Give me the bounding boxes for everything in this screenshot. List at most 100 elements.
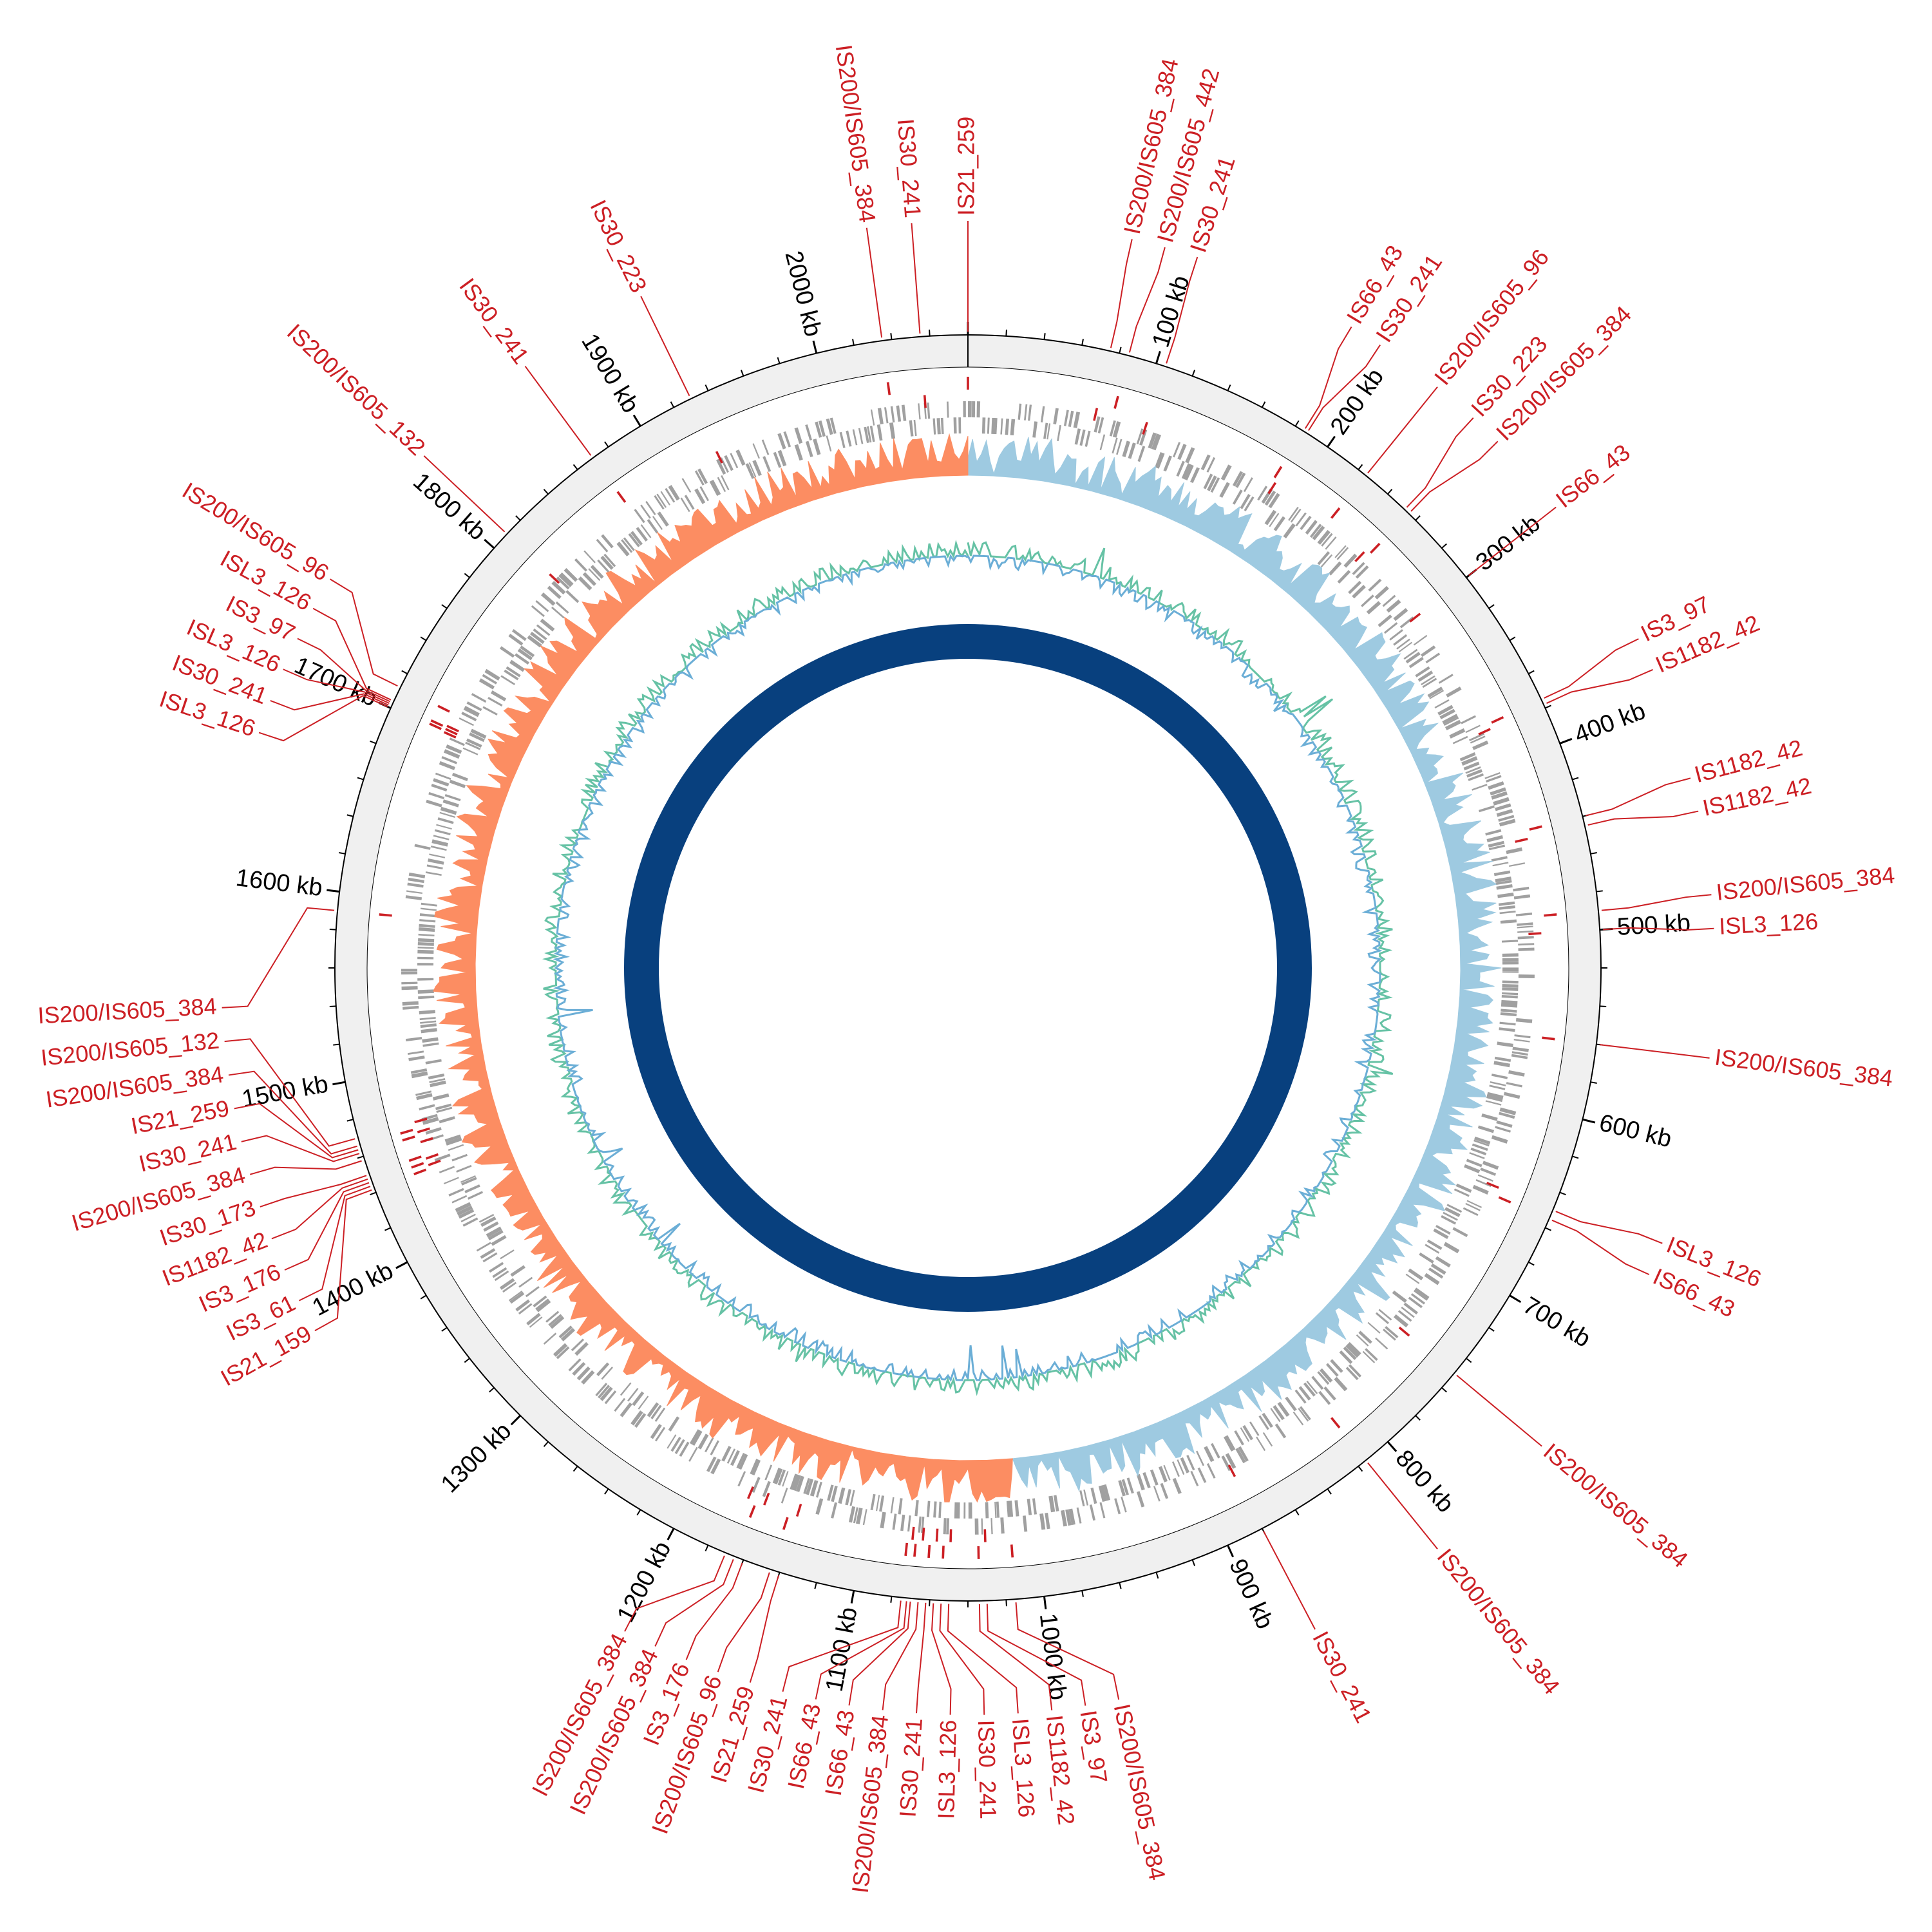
gene-block [737, 1471, 746, 1487]
gene-block [638, 1396, 649, 1410]
is-label-leader [1128, 247, 1166, 353]
gene-block [1305, 520, 1318, 535]
scale-tick [346, 1119, 354, 1122]
gene-block [417, 946, 434, 949]
gene-block [1099, 434, 1106, 451]
gene-block [1053, 408, 1059, 425]
gene-block [777, 450, 787, 467]
gene-block [1136, 428, 1144, 444]
gene-block [419, 1017, 436, 1021]
gene-block [724, 455, 734, 471]
scale-tick [1590, 1081, 1597, 1084]
gene-block [1511, 1054, 1528, 1059]
gene-block [1225, 1453, 1236, 1469]
is-label-leader [1367, 386, 1438, 474]
scale-tick [705, 384, 709, 392]
is-element-mark [1273, 466, 1283, 478]
gene-block [603, 553, 616, 567]
gene-block [884, 407, 889, 424]
gene-block [408, 877, 424, 884]
gene-block [849, 1490, 855, 1506]
gene-block [1040, 406, 1045, 422]
gene-block [946, 401, 949, 418]
gene-block [1486, 1094, 1503, 1103]
is-label-leader [312, 607, 392, 701]
gene-block [1235, 472, 1246, 488]
gene-block [689, 1429, 700, 1444]
gene-block [421, 902, 437, 907]
gene-block [1184, 464, 1194, 481]
scale-tick [604, 1488, 609, 1495]
scale-tick [1191, 370, 1196, 377]
gene-block [1496, 809, 1513, 817]
scale-tick [357, 777, 364, 781]
scale-tick [740, 370, 744, 377]
scale-tick-label: 300 kb [1471, 510, 1546, 576]
gene-block [556, 576, 570, 590]
gene-block [500, 1249, 515, 1260]
gene-block [1094, 416, 1101, 433]
scale-tick [1559, 1191, 1566, 1196]
gene-block [1224, 1435, 1236, 1452]
is-element-mark [763, 1492, 770, 1506]
is-element-label: IS66_43 [1551, 439, 1635, 513]
gene-block [547, 585, 562, 600]
scale-tick-label: 700 kb [1518, 1292, 1595, 1353]
gene-block [650, 1405, 662, 1419]
gene-block [531, 605, 545, 618]
gene-block [674, 1439, 685, 1454]
scale-tick [1227, 384, 1231, 392]
gene-block [1485, 829, 1502, 836]
gene-block [1288, 506, 1299, 521]
gene-block [852, 429, 858, 446]
gene-block [433, 778, 450, 787]
scale-tick [357, 1155, 364, 1159]
gene-block [1028, 404, 1032, 421]
gene-block [419, 919, 436, 923]
scale-tick [420, 1294, 427, 1300]
gene-block [596, 1362, 610, 1376]
gene-block [486, 1226, 502, 1238]
scale-tick [1387, 489, 1393, 495]
gene-block [543, 1332, 557, 1345]
scale-tick [384, 1227, 392, 1231]
gene-block [1491, 1074, 1508, 1079]
gene-block [1155, 451, 1164, 469]
gene-block [1097, 417, 1104, 434]
gene-block [461, 1177, 477, 1186]
gene-block [1517, 930, 1534, 933]
gene-block [907, 1515, 911, 1532]
gene-block [572, 1361, 586, 1376]
gene-block [956, 1502, 960, 1519]
gene-block [1317, 551, 1331, 565]
gene-block [1337, 570, 1351, 584]
gene-block [1084, 430, 1091, 447]
scale-tick [1544, 1227, 1551, 1231]
gene-block [750, 1459, 758, 1475]
gene-block [853, 1507, 858, 1524]
gene-block [1159, 1466, 1168, 1482]
gene-block [426, 864, 443, 869]
gene-block [1079, 1490, 1085, 1507]
gene-block [488, 1229, 504, 1241]
gene-block [946, 1518, 950, 1535]
gene-block [1355, 565, 1369, 579]
gene-block [408, 872, 426, 878]
gene-block [1190, 467, 1200, 484]
scale-tick [1294, 420, 1300, 427]
gene-block [1502, 967, 1519, 972]
scale-tick [1043, 1596, 1047, 1609]
is-element-mark [430, 719, 444, 727]
is-element-label: IS200/IS605_132 [282, 319, 431, 461]
gene-block [1444, 1207, 1461, 1217]
is-element-mark [949, 1529, 952, 1542]
gene-block [721, 1446, 732, 1462]
gene-block [405, 895, 422, 900]
gene-block [1207, 475, 1217, 491]
gene-block [1425, 652, 1441, 664]
gene-block [818, 420, 826, 437]
gene-block [1446, 1204, 1463, 1213]
gene-block [604, 1390, 617, 1405]
gene-block [461, 712, 477, 721]
gene-block [1499, 1112, 1515, 1119]
